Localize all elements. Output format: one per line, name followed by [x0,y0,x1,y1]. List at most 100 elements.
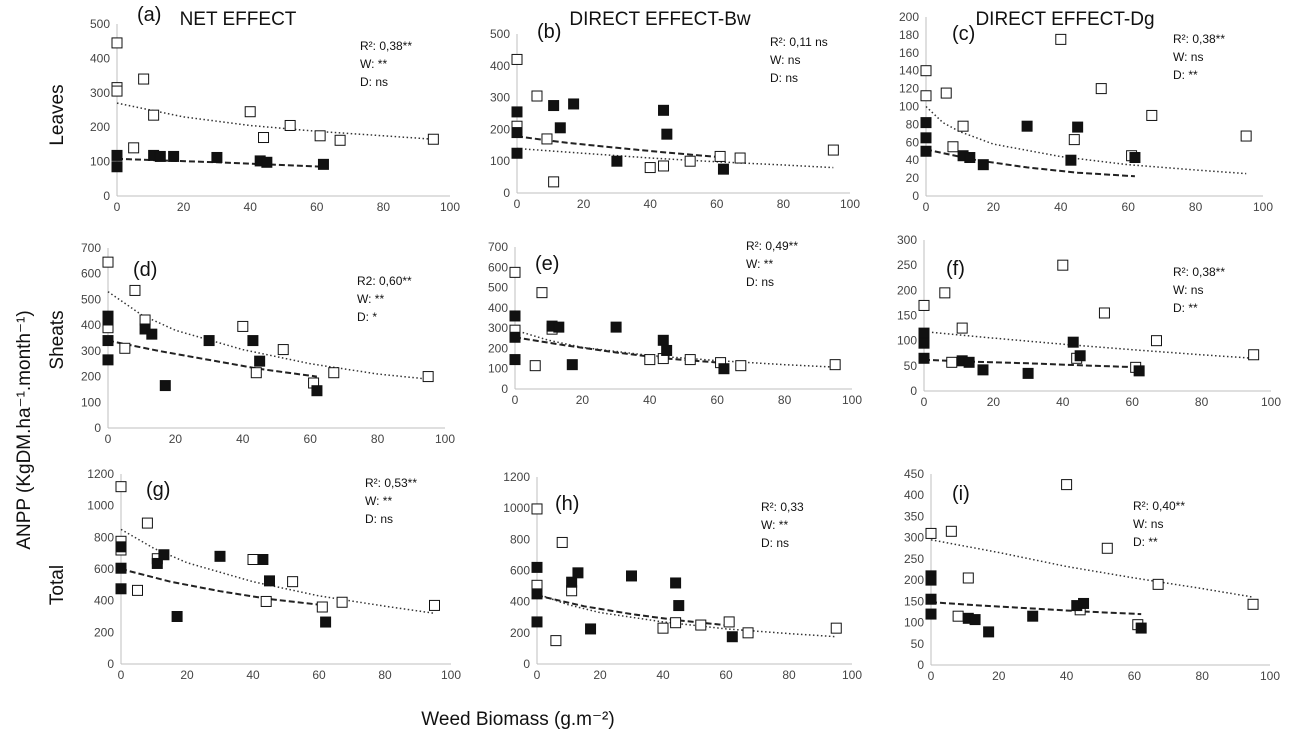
x-tick-label: 0 [923,200,930,214]
open-square-point [1095,83,1107,95]
open-square-point [1150,335,1162,347]
filled-square-point [1135,622,1147,634]
filled-square-point [717,163,729,175]
filled-square-point [1022,367,1034,379]
x-tick-label: 40 [236,432,250,446]
y-tick-label: 0 [910,384,917,398]
panel-label: (i) [952,483,970,505]
x-tick-label: 0 [114,200,121,214]
filled-square-point [977,364,989,376]
stat-annotation: R²: 0,33 [761,500,804,514]
open-series-trend-line [116,102,434,140]
column-title-direct-effect-dg: DIRECT EFFECT-Dg [975,9,1154,30]
filled-square-point [983,626,995,638]
filled-square-point [509,331,521,343]
open-square-point [529,360,541,372]
x-tick-label: 40 [246,668,260,682]
filled-square-point [920,132,932,144]
filled-square-point [964,152,976,164]
x-tick-label: 40 [656,668,670,682]
x-tick-label: 0 [512,393,519,407]
stat-annotation: W: ** [761,518,788,532]
x-tick-label: 100 [441,668,461,682]
filled-square-point [146,328,158,340]
panel-label: (a) [137,4,161,26]
y-tick-label: 300 [897,233,917,247]
open-square-point [1057,259,1069,271]
filled-square-point [925,608,937,620]
open-square-point [945,525,957,537]
panel-label: (e) [535,253,559,275]
y-tick-label: 500 [490,27,510,41]
open-square-point [1068,134,1080,146]
open-square-point [940,87,952,99]
filled-series-trend-line [923,358,1140,369]
y-tick-label: 200 [81,370,101,384]
open-square-point [128,142,140,154]
y-tick-label: 600 [81,267,101,281]
open-square-point [1240,130,1252,142]
filled-square-point [918,327,930,339]
filled-square-point [311,385,323,397]
open-square-point [260,595,272,607]
filled-square-point [977,159,989,171]
panel-label: (g) [146,479,170,501]
filled-square-point [661,128,673,140]
y-tick-label: 200 [94,625,114,639]
open-square-point [541,133,553,145]
open-square-point [509,266,521,278]
open-square-point [531,503,543,515]
y-tick-label: 0 [501,382,508,396]
filled-square-point [920,145,932,157]
open-square-point [684,354,696,366]
open-square-point [962,572,974,584]
open-square-point [316,601,328,613]
y-tick-label: 200 [899,10,919,24]
open-series-trend-line [925,105,1247,175]
stat-annotation: W: ** [746,257,773,271]
filled-square-point [247,335,259,347]
open-square-point [644,162,656,174]
stat-annotation: D: * [357,310,377,324]
x-tick-label: 0 [105,432,112,446]
y-tick-label: 0 [94,421,101,435]
filled-square-point [151,557,163,569]
filled-square-point [1074,350,1086,362]
x-axis-label: Weed Biomass (g.m⁻²) [421,709,614,730]
stat-annotation: D: ns [761,536,789,550]
filled-square-point [1133,365,1145,377]
y-tick-label: 60 [906,135,920,149]
open-series-trend-line [930,539,1254,598]
open-square-point [695,619,707,631]
filled-square-point [1072,121,1084,133]
y-tick-label: 20 [906,171,920,185]
x-tick-label: 0 [514,197,521,211]
y-tick-label: 100 [81,395,101,409]
filled-square-point [610,321,622,333]
y-tick-label: 800 [510,532,530,546]
open-square-point [119,342,131,354]
filled-square-point [925,593,937,605]
filled-square-point [969,614,981,626]
row-label-total: Total [47,565,68,605]
open-square-point [237,320,249,332]
y-tick-label: 0 [912,189,919,203]
x-tick-label: 80 [371,432,385,446]
open-square-point [429,599,440,611]
y-tick-label: 200 [488,341,508,355]
stat-annotation: D: ns [360,75,388,89]
column-title-net-effect: NET EFFECT [180,9,297,30]
y-tick-label: 80 [906,117,920,131]
open-square-point [1247,598,1259,610]
filled-square-point [509,354,521,366]
x-tick-label: 60 [312,668,326,682]
open-square-point [277,344,289,356]
y-tick-label: 350 [904,509,924,523]
open-square-point [830,622,842,634]
y-tick-label: 200 [897,283,917,297]
open-square-point [670,617,682,629]
open-series-trend-line [923,330,1254,360]
y-tick-label: 1000 [87,499,114,513]
x-tick-label: 100 [1261,395,1281,409]
panel-c: 0 20 40 60 80 100 0 20 40 60 80 100 120 140 160 180 200 (… [899,10,1273,214]
